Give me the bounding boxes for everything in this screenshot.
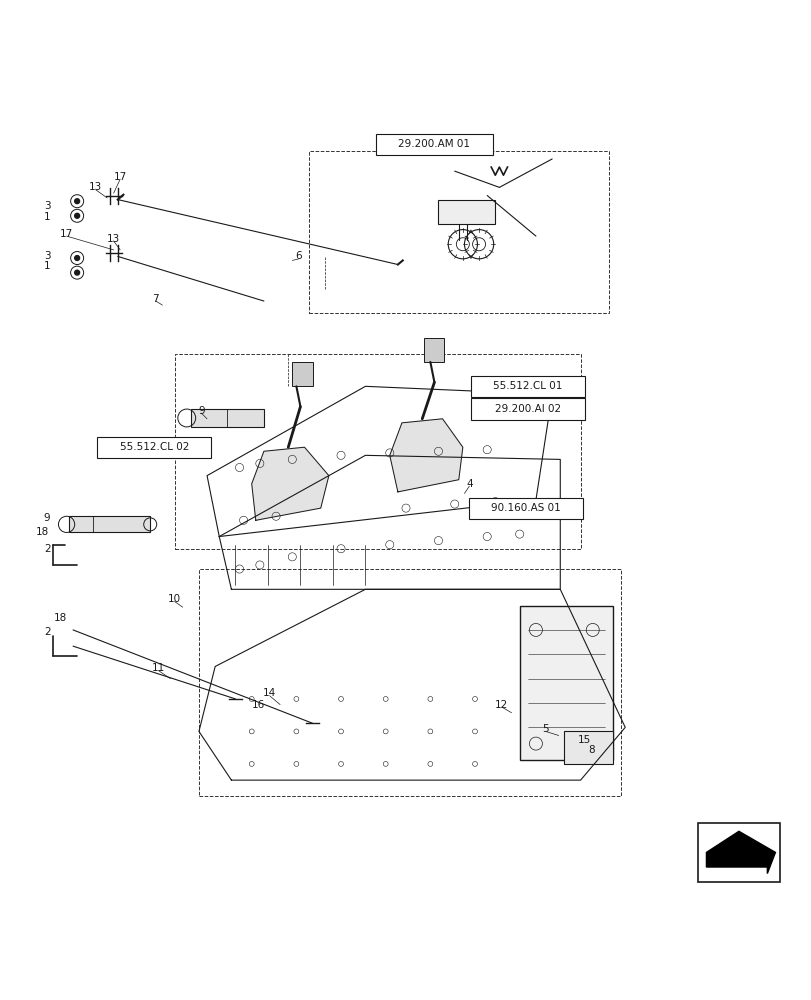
- Text: 4: 4: [466, 479, 472, 489]
- Bar: [292, 362, 312, 386]
- Bar: [97, 437, 211, 458]
- Text: 9: 9: [44, 513, 50, 523]
- Bar: [69, 516, 150, 532]
- Text: 17: 17: [60, 229, 73, 239]
- Circle shape: [75, 256, 79, 260]
- Circle shape: [75, 199, 79, 204]
- Circle shape: [75, 270, 79, 275]
- Bar: [469, 498, 582, 519]
- Text: 14: 14: [263, 688, 276, 698]
- Bar: [564, 731, 612, 764]
- Polygon shape: [389, 419, 462, 492]
- Text: 55.512.CL 01: 55.512.CL 01: [492, 381, 562, 391]
- Text: 1: 1: [44, 212, 50, 222]
- Text: 10: 10: [168, 594, 181, 604]
- Bar: [519, 606, 612, 760]
- Text: 18: 18: [54, 613, 67, 623]
- Bar: [174, 354, 580, 549]
- Text: 29.200.AI 02: 29.200.AI 02: [494, 404, 560, 414]
- Text: 1: 1: [44, 261, 50, 271]
- Text: 90.160.AS 01: 90.160.AS 01: [491, 503, 560, 513]
- Bar: [438, 200, 495, 224]
- Text: 18: 18: [36, 527, 49, 537]
- Bar: [375, 134, 492, 155]
- Text: 6: 6: [295, 251, 302, 261]
- Bar: [199, 569, 620, 796]
- Text: 8: 8: [587, 745, 594, 755]
- Text: 2: 2: [44, 544, 50, 554]
- Text: 13: 13: [107, 234, 120, 244]
- Polygon shape: [251, 447, 328, 520]
- Text: 7: 7: [152, 294, 159, 304]
- Text: 55.512.CL 02: 55.512.CL 02: [119, 442, 189, 452]
- Bar: [697, 823, 779, 882]
- Bar: [191, 409, 264, 427]
- Text: 17: 17: [114, 172, 127, 182]
- Text: 16: 16: [251, 700, 264, 710]
- Text: 2: 2: [44, 627, 50, 637]
- Text: 5: 5: [542, 724, 548, 734]
- Text: 15: 15: [577, 735, 590, 745]
- Polygon shape: [706, 831, 775, 874]
- Text: 29.200.AM 01: 29.200.AM 01: [398, 139, 470, 149]
- Bar: [423, 338, 444, 362]
- Text: 3: 3: [44, 251, 50, 261]
- Bar: [470, 376, 584, 397]
- Text: 11: 11: [152, 663, 165, 673]
- Bar: [470, 398, 584, 420]
- Text: 9: 9: [198, 406, 204, 416]
- Circle shape: [75, 213, 79, 218]
- Bar: [308, 151, 608, 313]
- Text: 3: 3: [44, 201, 50, 211]
- Text: 13: 13: [89, 182, 102, 192]
- Text: 12: 12: [495, 700, 508, 710]
